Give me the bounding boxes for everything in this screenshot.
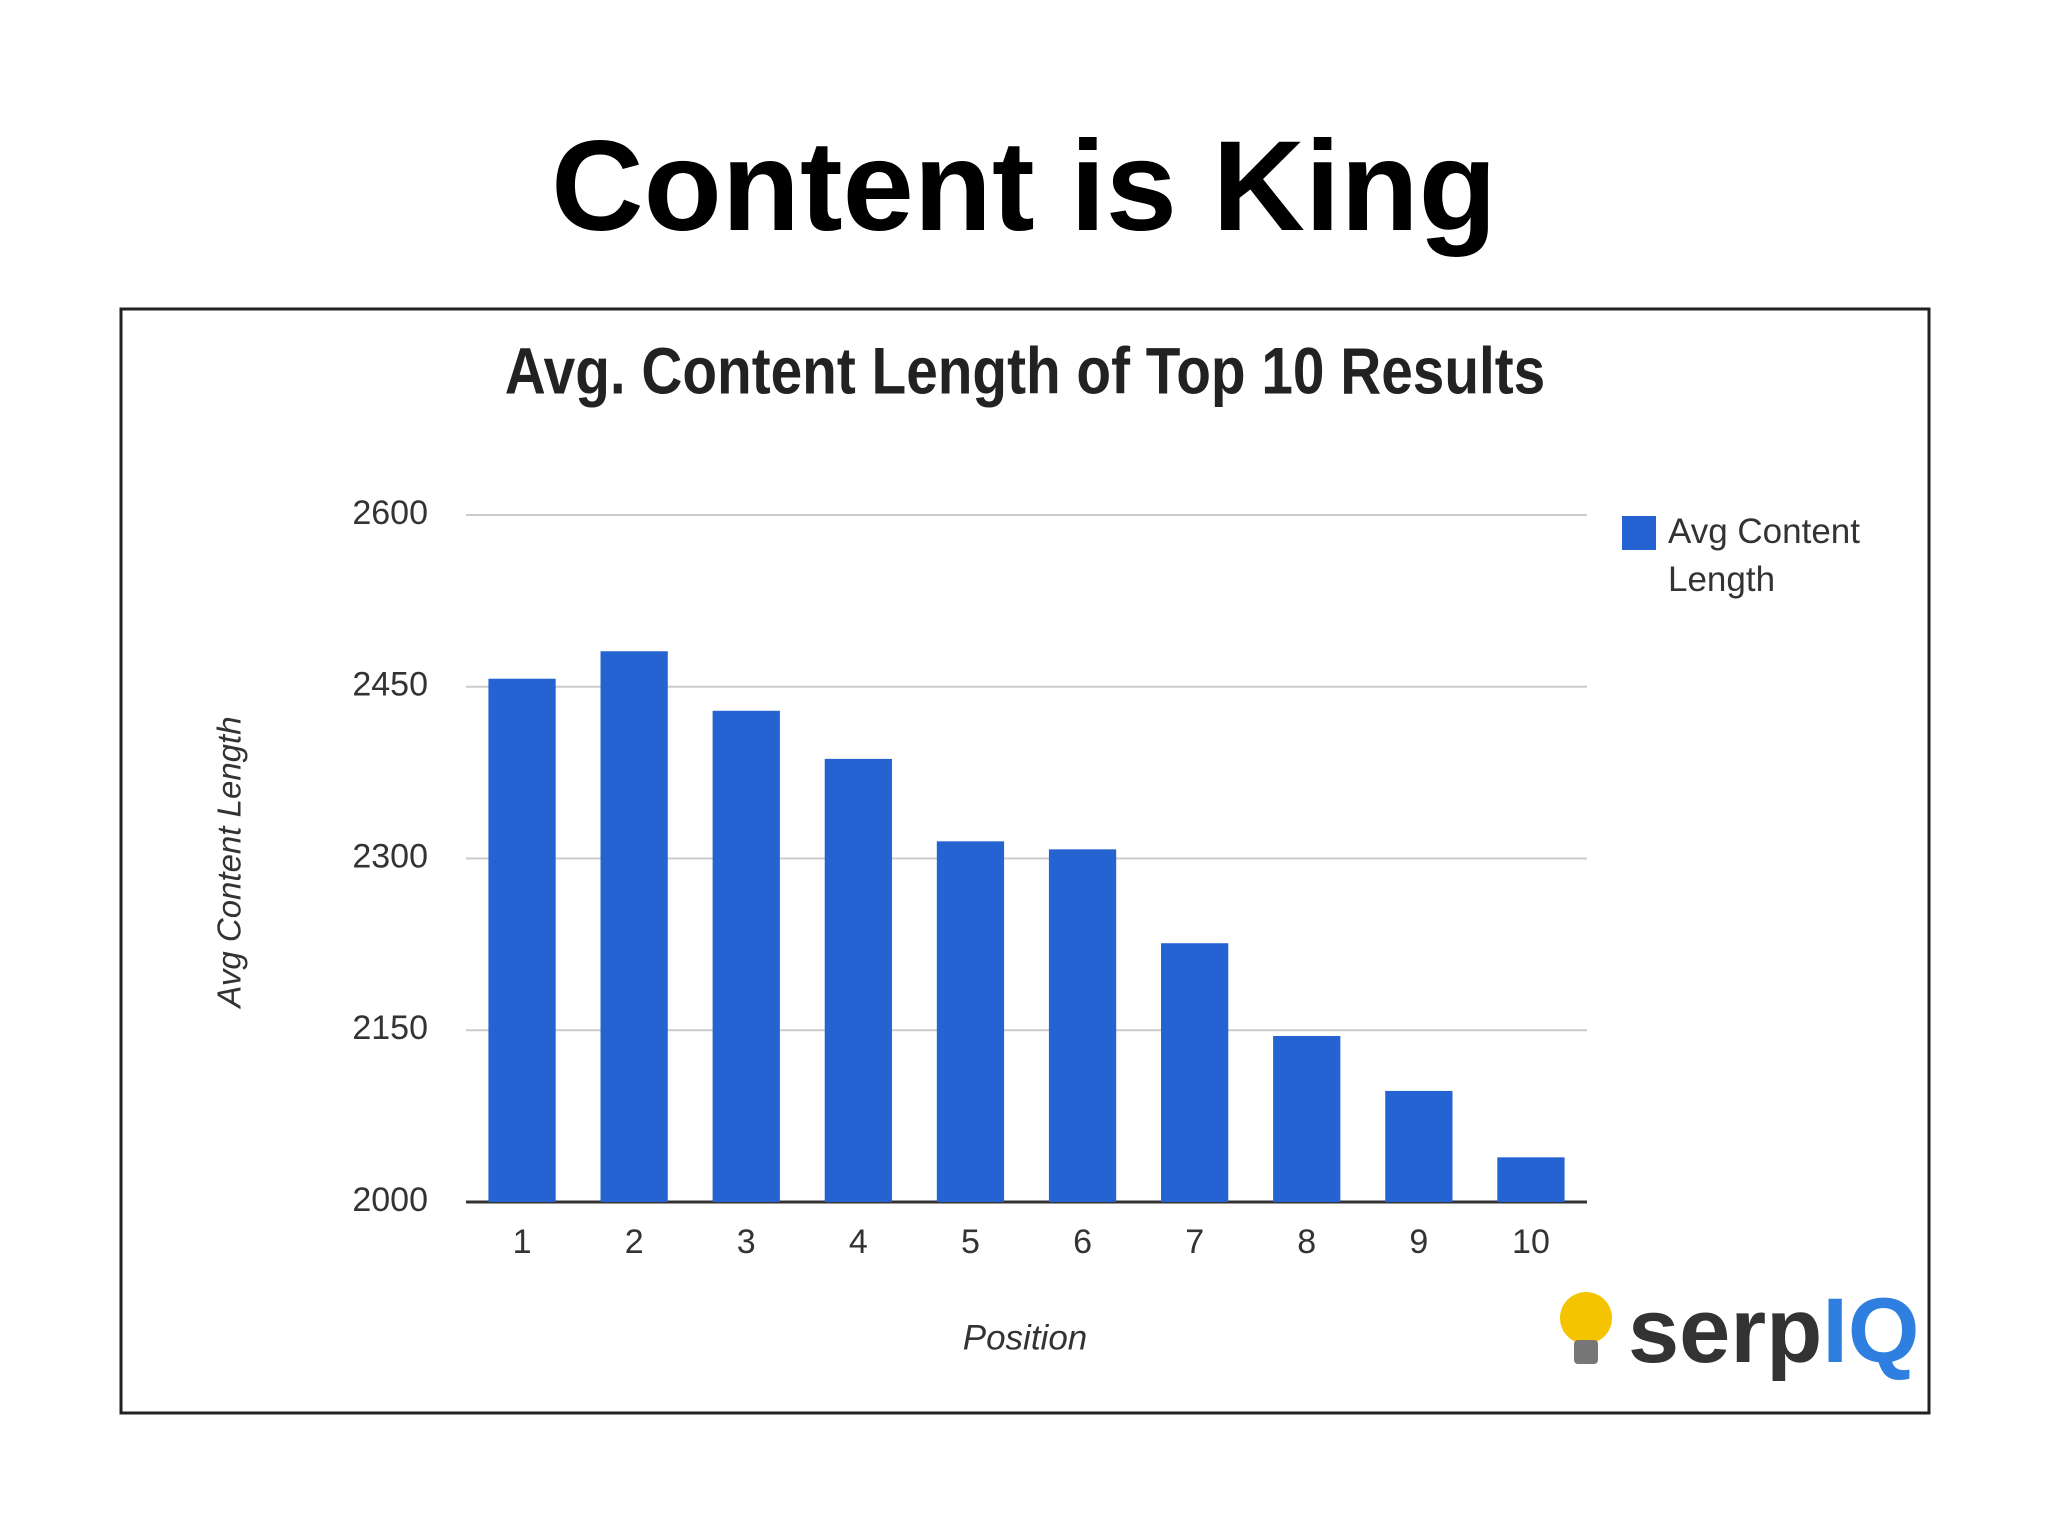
x-tick-label: 9 xyxy=(1409,1223,1428,1261)
x-tick-label: 8 xyxy=(1297,1223,1316,1261)
logo-accent: IQ xyxy=(1822,1280,1919,1382)
chart-title: Avg. Content Length of Top 10 Results xyxy=(505,334,1545,408)
x-tick-label: 6 xyxy=(1073,1223,1092,1261)
bar xyxy=(824,758,892,1202)
bar xyxy=(712,710,780,1202)
y-tick-label: 2450 xyxy=(352,666,428,704)
x-tick-label: 4 xyxy=(849,1223,868,1261)
bar xyxy=(600,651,668,1202)
bar xyxy=(1161,943,1229,1202)
y-tick-label: 2300 xyxy=(352,837,428,875)
bar xyxy=(488,678,556,1202)
bar xyxy=(1497,1157,1565,1202)
y-axis-label: Avg Content Length xyxy=(211,716,248,1009)
x-tick-label: 2 xyxy=(625,1223,644,1261)
x-tick-label: 5 xyxy=(961,1223,980,1261)
logo-text: serp xyxy=(1628,1280,1822,1382)
x-tick-label: 3 xyxy=(737,1223,756,1261)
y-tick-label: 2000 xyxy=(352,1181,428,1219)
y-tick-label: 2150 xyxy=(352,1009,428,1047)
legend-swatch xyxy=(1622,516,1656,550)
legend-label: Avg Content Length xyxy=(1668,512,1860,599)
x-tick-label: 7 xyxy=(1185,1223,1204,1261)
y-tick-label: 2600 xyxy=(352,494,428,532)
bar xyxy=(936,841,1005,1202)
slide-title: Content is King xyxy=(551,115,1497,258)
chart-frame xyxy=(119,307,1931,1415)
x-tick-label: 10 xyxy=(1512,1223,1550,1261)
bar xyxy=(1048,849,1117,1202)
bar xyxy=(1385,1090,1453,1202)
x-tick-label: 1 xyxy=(513,1223,532,1261)
logo: serpIQ xyxy=(1628,1280,1919,1382)
x-axis-label: Position xyxy=(963,1318,1088,1357)
bar xyxy=(1273,1035,1341,1202)
logo-bulb xyxy=(1560,1292,1612,1364)
